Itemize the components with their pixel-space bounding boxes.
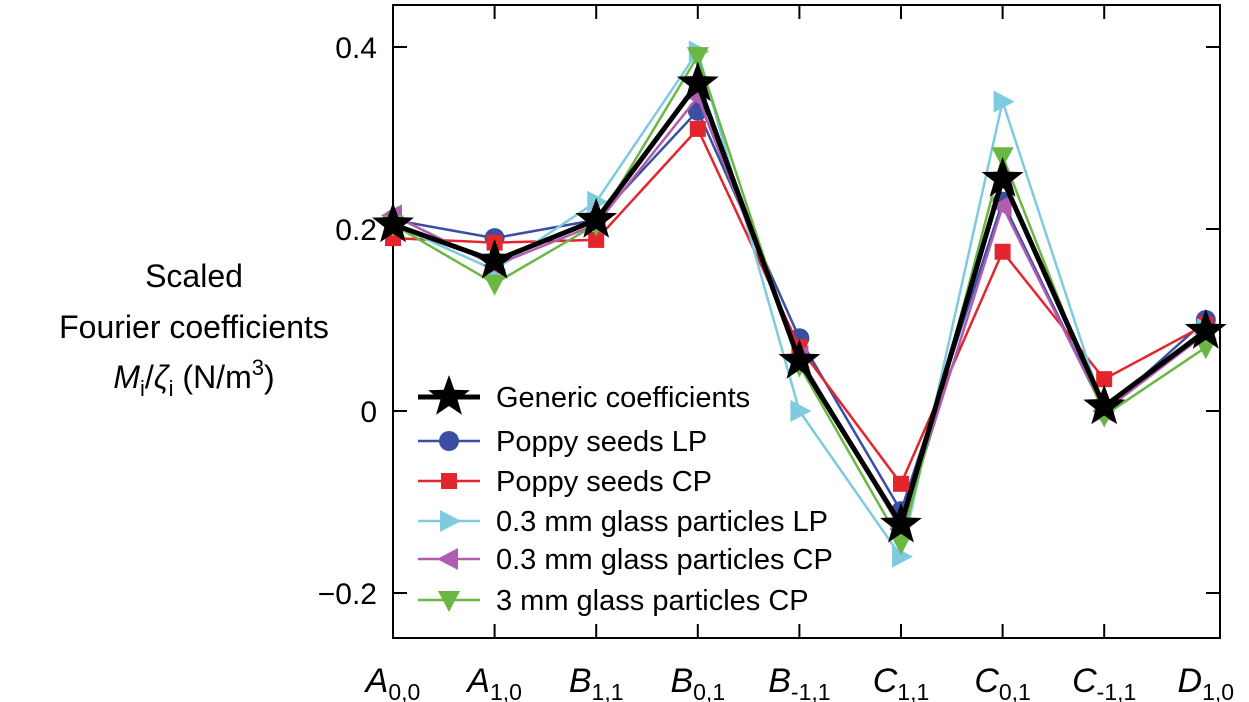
data-point: [981, 156, 1024, 197]
x-tick-label: B1,1: [569, 662, 624, 702]
y-axis-label-line-1: Scaled: [145, 258, 243, 294]
x-tick-label: A1,0: [465, 662, 522, 702]
x-tick-label: C-1,1: [1072, 662, 1136, 702]
data-point: [588, 231, 605, 248]
x-tick-label-subscript: 0,1: [693, 679, 725, 702]
data-point: [778, 338, 821, 379]
x-tick-label-subscript: -1,1: [1097, 679, 1137, 702]
legend-item: 0.3 mm glass particles LP: [418, 506, 828, 538]
data-point: [990, 195, 1012, 218]
data-point: [473, 238, 516, 279]
axes: −0.200.20.4A0,0 A1,0 B1,1 B0,1 B-1,1 C1,1 C0,1…: [318, 4, 1235, 702]
series-line: [392, 80, 1208, 528]
legend-swatch-marker: [441, 473, 457, 489]
y-axis-slash: /: [145, 359, 154, 395]
data-point: [880, 502, 922, 543]
x-tick-label: D1,0: [1178, 662, 1235, 702]
x-tick-label-letter: B: [569, 662, 592, 700]
y-tick-label: 0: [360, 396, 377, 429]
data-point: [790, 400, 812, 422]
legend: Generic coefficients Poppy seeds LP Poppy …: [418, 375, 833, 617]
x-tick-label: A0,0: [364, 662, 421, 702]
series-line: [392, 95, 1207, 531]
x-tick-label: B-1,1: [768, 662, 830, 702]
data-point: [372, 202, 414, 243]
x-tick-label-letter: C: [974, 662, 999, 700]
x-tick-label-subscript: 0,1: [999, 679, 1031, 702]
y-axis-symbol-m-sub: i: [140, 376, 145, 401]
data-point: [483, 274, 506, 296]
legend-item: Generic coefficients: [418, 375, 750, 415]
legend-swatch-marker: [438, 591, 460, 612]
x-tick-label-subscript: 1,1: [897, 679, 929, 702]
data-point: [587, 190, 609, 213]
y-tick-label: −0.2: [318, 578, 377, 611]
x-tick-label-subscript: 1,1: [592, 679, 624, 702]
legend-label: 3 mm glass particles CP: [496, 585, 809, 617]
y-axis-symbol-zeta: ζ: [154, 359, 171, 395]
data-point: [1184, 308, 1227, 349]
legend-swatch-marker: [428, 375, 470, 415]
y-axis-unit: (N/m: [174, 359, 252, 395]
x-tick-label-letter: A: [465, 662, 490, 700]
y-axis-symbol-m: M: [113, 359, 140, 395]
y-axis-symbol-zeta-sub: i: [169, 376, 174, 401]
data-point: [994, 243, 1011, 260]
legend-item: Poppy seeds CP: [418, 466, 712, 498]
y-tick-label: 0.4: [335, 32, 377, 65]
x-tick-label-letter: D: [1178, 662, 1203, 700]
y-axis-label-line-2: Fourier coefficients: [59, 309, 329, 345]
legend-label: 0.3 mm glass particles LP: [496, 506, 828, 538]
legend-item: 3 mm glass particles CP: [418, 585, 809, 617]
x-tick-label-letter: A: [364, 662, 389, 700]
legend-label: Poppy seeds LP: [496, 426, 707, 458]
data-point: [575, 197, 618, 238]
series-poppy-seeds-lp: [383, 100, 1216, 522]
y-tick-label: 0.2: [335, 214, 377, 247]
data-point: [892, 545, 913, 568]
x-tick-label-letter: C: [1072, 662, 1097, 700]
x-tick-label-subscript: 0,0: [388, 679, 420, 702]
x-tick-label-subscript: 1,0: [490, 679, 522, 702]
data-point: [890, 533, 912, 555]
legend-item: 0.3 mm glass particles CP: [418, 544, 833, 576]
data-point: [993, 90, 1015, 113]
y-axis-unit-close: ): [264, 359, 275, 395]
y-axis-label-expression: Mi/ζi (N/m3): [113, 355, 274, 401]
x-tick-label-letter: C: [873, 662, 898, 700]
data-point: [689, 120, 706, 137]
data-point: [893, 475, 909, 492]
legend-swatch-marker: [437, 548, 458, 570]
x-tick-label: C0,1: [974, 662, 1031, 702]
x-tick-label-letter: B: [670, 662, 693, 700]
x-tick-label-subscript: 1,0: [1202, 679, 1234, 702]
x-tick-label-subscript: -1,1: [791, 679, 831, 702]
series-generic-coefficients: [372, 61, 1227, 543]
x-tick-label: B0,1: [670, 662, 725, 702]
legend-item: Poppy seeds LP: [418, 426, 707, 458]
data-point: [1083, 384, 1126, 425]
data-point: [676, 61, 719, 102]
x-tick-label-letter: B: [768, 662, 791, 700]
y-axis-unit-exponent: 3: [252, 355, 264, 380]
x-tick-label: C1,1: [873, 662, 930, 702]
legend-swatch-marker: [440, 510, 461, 532]
legend-label: Poppy seeds CP: [496, 466, 712, 498]
y-axis-label: Scaled Fourier coefficients Mi/ζi (N/m3): [59, 258, 329, 401]
legend-label: 0.3 mm glass particles CP: [496, 544, 833, 576]
data-point: [686, 47, 709, 69]
legend-label: Generic coefficients: [496, 382, 750, 414]
series-layer: [372, 40, 1227, 568]
plot-frame: [392, 4, 1221, 639]
legend-swatch-marker: [439, 431, 459, 451]
data-point: [1096, 371, 1113, 388]
